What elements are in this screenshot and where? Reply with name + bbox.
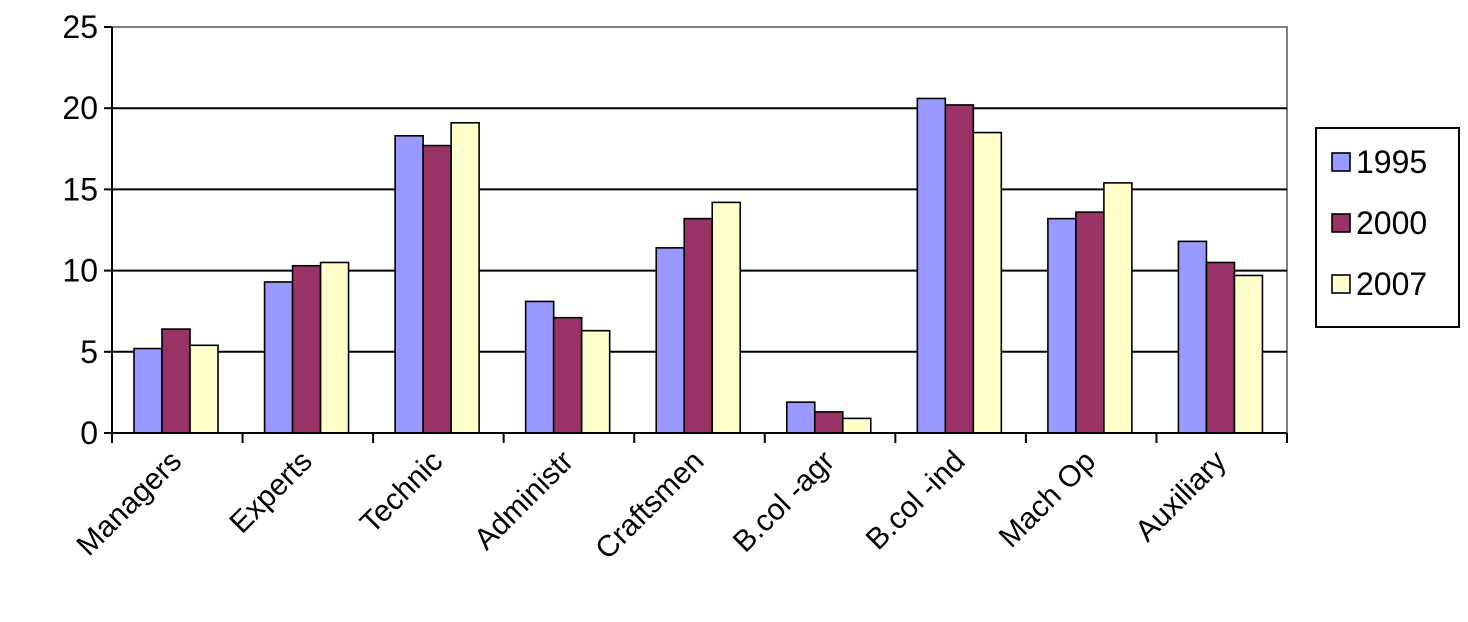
bar-2007-craftsmen [711, 201, 742, 434]
bar-2007-b-col-ind [972, 131, 1003, 434]
bar-2000-mach-op [1075, 211, 1105, 434]
bar-2007-b-col-agr [841, 417, 872, 434]
y-tick-label: 0 [80, 415, 98, 451]
y-tick-label: 10 [62, 253, 98, 289]
x-category-label: Administr [468, 445, 580, 557]
bar-1995-administr [524, 300, 555, 434]
bar-2007-managers [189, 344, 219, 434]
x-category-label: Managers [71, 445, 189, 563]
bar-2000-craftsmen [683, 217, 714, 434]
bars [133, 97, 1264, 434]
y-tick-label: 25 [62, 9, 98, 45]
bar-2000-technic [422, 144, 452, 434]
y-tick-label: 15 [62, 171, 98, 207]
x-category-labels: Managers Experts Technic Administr Craftsmen… [71, 445, 1233, 566]
legend-swatch-2000 [1331, 213, 1351, 233]
bar-1995-craftsmen [655, 247, 686, 434]
bar-2000-b-col-ind [944, 104, 975, 434]
x-category-label: Auxiliary [1129, 445, 1233, 549]
bar-2007-auxiliary [1233, 274, 1264, 434]
bar-2007-experts [319, 261, 350, 434]
bar-2007-technic [450, 122, 480, 434]
bar-1995-auxiliary [1177, 240, 1208, 434]
x-category-label: Craftsmen [589, 445, 710, 566]
legend-label-1995: 1995 [1356, 144, 1427, 180]
y-tick-label: 5 [80, 334, 98, 370]
bar-1995-experts [263, 281, 294, 434]
x-category-label: Mach Op [993, 445, 1102, 554]
bar-1995-managers [133, 347, 163, 434]
x-category-label: Experts [224, 445, 319, 540]
legend-label-2007: 2007 [1356, 266, 1427, 302]
x-category-label: B.col -agr [727, 445, 841, 559]
bar-1995-mach-op [1047, 217, 1077, 434]
legend-swatch-1995 [1331, 152, 1351, 172]
bar-1995-technic [394, 135, 424, 434]
bar-2007-mach-op [1103, 182, 1133, 434]
x-category-label: B.col -ind [860, 445, 972, 557]
bar-2000-managers [161, 328, 191, 434]
bar-2000-b-col-agr [813, 411, 844, 434]
legend: 1995 2000 2007 [1315, 127, 1460, 328]
bar-2000-auxiliary [1205, 261, 1236, 434]
y-tick-labels: 0 5 10 15 20 25 [62, 9, 98, 451]
axes [104, 26, 1288, 443]
y-tick-label: 20 [62, 90, 98, 126]
bar-2000-experts [291, 264, 322, 434]
bar-2007-administr [580, 329, 611, 434]
legend-label-2000: 2000 [1356, 205, 1427, 241]
x-category-label: Technic [354, 445, 449, 540]
bar-1995-b-col-agr [785, 401, 816, 434]
bar-1995-b-col-ind [916, 97, 947, 434]
legend-swatch-2007 [1331, 274, 1351, 294]
bar-2000-administr [552, 316, 583, 434]
